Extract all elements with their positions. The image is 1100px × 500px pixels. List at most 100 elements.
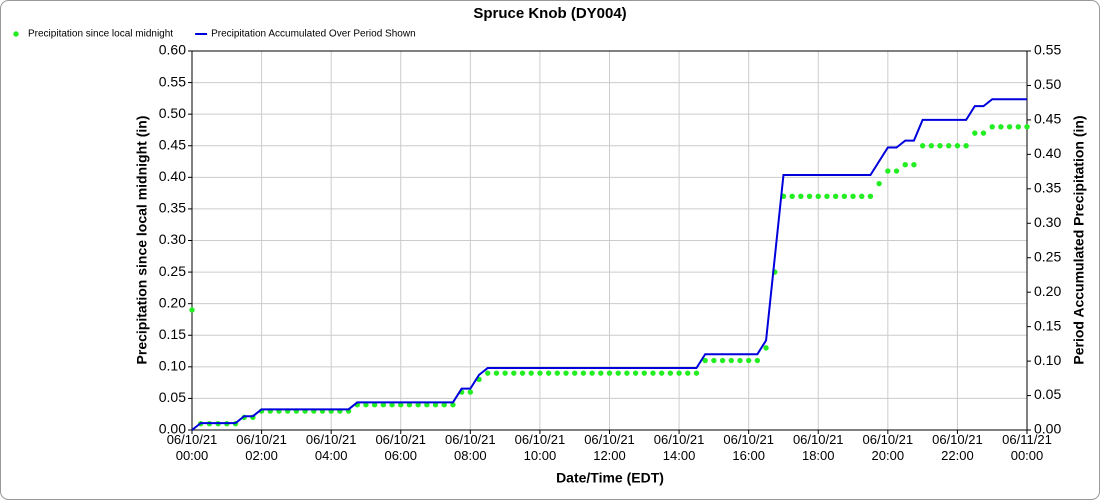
data-point [632, 370, 639, 376]
data-point [189, 307, 195, 313]
x-tick-label: 06/10/21 06:00 [375, 432, 426, 463]
data-point [693, 370, 700, 376]
x-tick-label-line: 20:00 [872, 448, 905, 463]
x-tick-label: 06/10/21 14:00 [654, 432, 705, 463]
legend-swatch [13, 31, 19, 37]
plot-border [191, 50, 1028, 431]
data-point [580, 370, 587, 376]
chart-title: Spruce Knob (DY004) [473, 5, 626, 22]
x-tick-label-line: 06/10/21 [445, 432, 496, 447]
x-tick-label-line: 18:00 [802, 448, 835, 463]
x-tick-label-line: 06/10/21 [515, 432, 566, 447]
data-point [893, 168, 900, 174]
x-tick-label-line: 10:00 [524, 448, 557, 463]
data-point [806, 193, 813, 199]
data-point [537, 370, 543, 376]
x-tick-label-line: 06/10/21 [375, 432, 426, 447]
x-tick-label: 06/10/21 12:00 [584, 432, 635, 463]
grid [191, 50, 1028, 431]
data-point [754, 357, 761, 364]
data-point [528, 370, 534, 376]
y2-tick-label: 0.35 [1034, 180, 1061, 196]
data-point [624, 370, 630, 376]
data-point [502, 370, 508, 376]
data-point [954, 143, 961, 149]
x-tick-label-line: 00:00 [176, 448, 209, 463]
y2-tick-label: 0.45 [1034, 111, 1061, 127]
x-tick-label-line: 06/10/21 [723, 432, 774, 447]
x-tick-label-line: 16:00 [732, 448, 765, 463]
y2-tick-label: 0.25 [1034, 248, 1061, 264]
x-tick-label: 06/10/21 22:00 [932, 432, 983, 463]
x-tick-label: 06/10/21 10:00 [515, 432, 566, 463]
x-tick-label: 06/10/21 00:00 [167, 432, 218, 463]
series-line [191, 98, 1027, 431]
y2-tick-label: 0.10 [1034, 352, 1061, 368]
x-tick-label: 06/10/21 02:00 [236, 432, 287, 463]
x-tick-label-line: 06/10/21 [584, 432, 635, 447]
y-tick-label: 0.40 [159, 168, 186, 184]
x-tick-label-line: 06/10/21 [306, 432, 357, 447]
x-axis-title: Date/Time (EDT) [556, 470, 664, 486]
data-point [737, 357, 743, 364]
y2-tick-label: 0.30 [1034, 214, 1061, 230]
y-tick-label: 0.25 [159, 263, 186, 279]
data-point [1015, 124, 1022, 130]
x-tick-label: 06/10/21 18:00 [793, 432, 844, 463]
data-point [867, 193, 874, 199]
data-point [946, 143, 952, 149]
data-point [972, 130, 978, 136]
y2-tick-label: 0.40 [1034, 145, 1061, 161]
data-point [763, 345, 769, 351]
data-point [650, 370, 656, 376]
data-point [876, 180, 882, 187]
legend-label: Precipitation since local midnight [28, 29, 173, 40]
y-tick-label: 0.15 [159, 326, 186, 342]
x-tick-label-line: 06:00 [384, 448, 417, 463]
y-tick-label: 0.50 [159, 105, 186, 121]
y-tick-label: 0.55 [159, 73, 186, 89]
x-tick-label-line: 12:00 [593, 448, 626, 463]
x-tick-label: 06/10/21 04:00 [306, 432, 357, 463]
y2-tick-label: 0.20 [1034, 283, 1061, 299]
y-tick-label: 0.35 [159, 200, 186, 216]
x-tick-label-line: 02:00 [245, 448, 278, 463]
data-point [859, 193, 865, 199]
data-point [641, 370, 647, 376]
data-point [658, 370, 665, 376]
data-point [841, 193, 848, 199]
y2-tick-label: 0.50 [1034, 76, 1061, 92]
data-point [902, 162, 908, 168]
data-point [589, 370, 595, 376]
x-tick-label: 06/10/21 16:00 [723, 432, 774, 463]
x-tick-label: 06/10/21 08:00 [445, 432, 496, 463]
data-point [606, 370, 613, 376]
x-tick-label-line: 14:00 [663, 448, 696, 463]
data-point [719, 357, 726, 364]
data-point [885, 168, 891, 174]
data-point [928, 143, 935, 149]
x-tick-label-line: 04:00 [315, 448, 348, 463]
x-tick-label-line: 06/10/21 [932, 432, 983, 447]
x-tick-label-line: 06/10/21 [863, 432, 914, 447]
data-point [850, 193, 856, 199]
y-tick-label: 0.30 [159, 231, 186, 247]
data-point [563, 370, 569, 376]
data-point [963, 143, 969, 149]
data-point [824, 193, 830, 199]
data-point [989, 124, 995, 130]
legend-label: Precipitation Accumulated Over Period Sh… [211, 29, 416, 40]
data-point [815, 193, 821, 199]
y2-axis-title: Period Accumulated Precipitation (in) [1071, 115, 1087, 364]
data-point [998, 124, 1004, 130]
data-point [1024, 124, 1030, 130]
data-point [598, 370, 604, 376]
x-tick-label: 06/11/21 00:00 [1002, 432, 1052, 463]
data-point [832, 193, 839, 199]
y-tick-label: 0.00 [159, 421, 186, 437]
x-tick-label-line: 22:00 [941, 448, 974, 463]
data-point [467, 389, 474, 395]
x-tick-label-line: 06/11/21 [1002, 432, 1052, 447]
data-point [485, 370, 491, 376]
